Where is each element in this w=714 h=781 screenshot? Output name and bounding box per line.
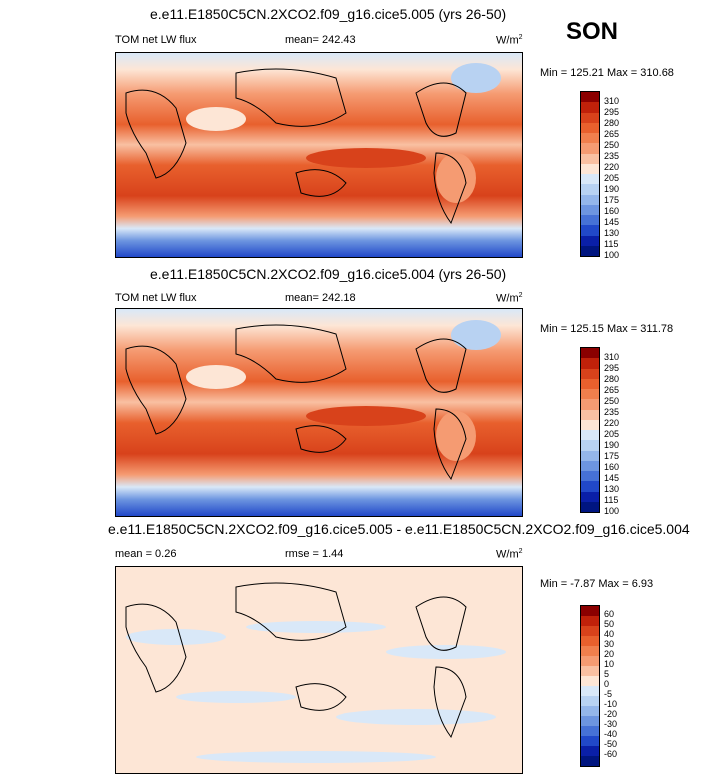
panel3-labelbar	[580, 605, 600, 767]
panel1-variable: TOM net LW flux	[115, 34, 197, 46]
panel2-map	[115, 308, 523, 517]
panel1-units: W/m2	[496, 34, 523, 47]
panel1-map-svg	[116, 53, 522, 257]
tick: -50	[604, 739, 618, 749]
panel1-labelbar	[580, 91, 600, 257]
panel3-minmax: Min = -7.87 Max = 6.93	[540, 578, 654, 590]
panel1-minmax: Min = 125.21 Max = 310.68	[540, 67, 674, 79]
tick: 190	[604, 440, 620, 450]
panel3-rmse: rmse = 1.44	[285, 548, 344, 560]
panel2-map-svg	[116, 309, 522, 516]
panel1-title: e.e11.E1850C5CN.2XCO2.f09_g16.cice5.005 …	[150, 6, 507, 22]
tick: -20	[604, 709, 618, 719]
tick: 115	[604, 239, 619, 249]
tick: 145	[604, 473, 620, 483]
tick: 220	[604, 162, 620, 172]
tick: 100	[604, 506, 620, 516]
tick: 50	[604, 619, 615, 629]
tick: 280	[604, 118, 620, 128]
tick: 265	[604, 385, 620, 395]
panel1-mean: mean= 242.43	[285, 34, 356, 46]
tick: 310	[604, 96, 620, 106]
tick: 295	[604, 363, 620, 373]
tick: 10	[604, 659, 615, 669]
tick: 280	[604, 374, 620, 384]
tick: 265	[604, 129, 620, 139]
panel3-map-svg	[116, 567, 522, 773]
panel1-map	[115, 52, 523, 258]
tick: 235	[604, 407, 620, 417]
tick: -40	[604, 729, 618, 739]
panel3-title: e.e11.E1850C5CN.2XCO2.f09_g16.cice5.005 …	[108, 521, 690, 537]
tick: -30	[604, 719, 618, 729]
tick: 60	[604, 609, 615, 619]
panel2-mean: mean= 242.18	[285, 292, 356, 304]
panel3-map	[115, 566, 523, 774]
panel2-labelbar	[580, 347, 600, 513]
tick: 30	[604, 639, 615, 649]
tick: 100	[604, 250, 620, 260]
tick: 5	[604, 669, 610, 679]
tick: 205	[604, 173, 620, 183]
season-label: SON	[566, 18, 619, 45]
tick: 190	[604, 184, 620, 194]
panel2-variable: TOM net LW flux	[115, 292, 197, 304]
tick: 0	[604, 679, 610, 689]
tick: 175	[604, 451, 620, 461]
tick: 130	[604, 228, 620, 238]
tick: 160	[604, 462, 620, 472]
tick: 115	[604, 495, 619, 505]
tick: 250	[604, 140, 620, 150]
panel2-title: e.e11.E1850C5CN.2XCO2.f09_g16.cice5.004 …	[150, 266, 507, 282]
panel2-units: W/m2	[496, 292, 523, 305]
panel3-mean: mean = 0.26	[115, 548, 177, 560]
tick: 20	[604, 649, 615, 659]
panel2-labelbar-ticks: 310 295 280 265 250 235 220 205 190 175 160 14…	[604, 352, 619, 517]
tick: -10	[604, 699, 618, 709]
panel3-units: W/m2	[496, 548, 523, 561]
tick: 145	[604, 217, 620, 227]
tick: 250	[604, 396, 620, 406]
tick: -60	[604, 749, 618, 759]
tick: 235	[604, 151, 620, 161]
tick: 40	[604, 629, 615, 639]
panel2-minmax: Min = 125.15 Max = 311.78	[540, 323, 674, 335]
tick: 310	[604, 352, 620, 362]
tick: 175	[604, 195, 620, 205]
tick: -5	[604, 689, 613, 699]
tick: 130	[604, 484, 620, 494]
panel1-labelbar-ticks: 310 295 280 265 250 235 220 205 190 175 160 14…	[604, 96, 619, 261]
tick: 295	[604, 107, 620, 117]
tick: 205	[604, 429, 620, 439]
tick: 220	[604, 418, 620, 428]
tick: 160	[604, 206, 620, 216]
